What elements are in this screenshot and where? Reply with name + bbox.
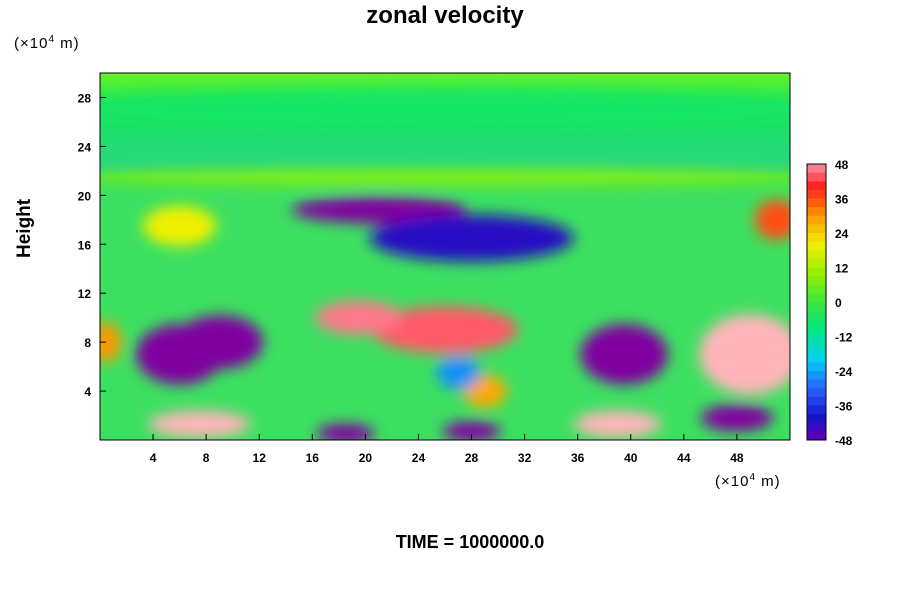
heatmap-feature (580, 324, 668, 385)
colorbar-segment (807, 414, 826, 424)
colorbar-segment (807, 250, 826, 260)
colorbar-tick-label: 12 (835, 262, 849, 276)
x-tick-label: 36 (571, 451, 585, 465)
colorbar-tick-label: 36 (835, 193, 849, 207)
colorbar-segment (807, 371, 826, 381)
x-tick-label: 12 (253, 451, 267, 465)
colorbar-segment (807, 327, 826, 337)
y-tick-label: 20 (78, 189, 92, 203)
colorbar-segment (807, 198, 826, 208)
y-tick-label: 8 (84, 336, 91, 350)
y-unit-label: (×104 m) (14, 34, 80, 52)
x-tick-label: 32 (518, 451, 532, 465)
colorbar-segment (807, 396, 826, 406)
x-tick-label: 4 (150, 451, 157, 465)
heatmap-feature (143, 205, 217, 247)
x-tick-label: 24 (412, 451, 426, 465)
x-tick-label: 44 (677, 451, 691, 465)
colorbar-segment (807, 362, 826, 372)
x-tick-label: 48 (730, 451, 744, 465)
plot-frame (99, 72, 791, 441)
colorbar-segment (807, 422, 826, 432)
colorbar-segment (807, 207, 826, 217)
plot-area (100, 73, 790, 440)
time-label: TIME = 1000000.0 (395, 532, 545, 552)
colorbar-segment (807, 224, 826, 234)
x-tick-label: 8 (203, 451, 210, 465)
x-tick-label: 16 (306, 451, 320, 465)
colorbar-tick-label: -24 (835, 365, 853, 379)
heatmap-feature (291, 196, 467, 224)
colorbar-tick-label: 24 (835, 227, 849, 241)
heatmap-feature (316, 423, 375, 440)
colorbar-segment (807, 405, 826, 415)
heatmap-feature (314, 300, 403, 335)
x-tick-label: 40 (624, 451, 638, 465)
colorbar-segment (807, 276, 826, 286)
colorbar-tick-label: 0 (835, 296, 842, 310)
x-tick-label: 20 (359, 451, 373, 465)
colorbar-segment (807, 164, 826, 174)
heatmap-feature (175, 315, 264, 370)
colorbar-segment (807, 189, 826, 199)
colorbar-tick-label: -48 (835, 434, 853, 448)
colorbar-tick-label: 48 (835, 158, 849, 172)
y-tick-label: 24 (78, 140, 92, 154)
chart-title: zonal velocity (366, 2, 524, 29)
colorbar-tick-label: -36 (835, 400, 853, 414)
colorbar-segment (807, 215, 826, 225)
colorbar-segment (807, 336, 826, 346)
colorbar-segment (807, 233, 826, 243)
y-tick-label: 16 (78, 238, 92, 252)
colorbar-segment (807, 319, 826, 329)
x-unit-label: (×104 m) (715, 472, 781, 490)
heatmap-feature (148, 410, 251, 438)
colorbar-segment (807, 293, 826, 303)
colorbar-segment (807, 181, 826, 191)
heatmap-feature (573, 410, 662, 438)
colorbar-segment (807, 241, 826, 251)
heatmap-feature (100, 89, 790, 130)
y-tick-label: 12 (78, 287, 92, 301)
colorbar-segment (807, 267, 826, 277)
colorbar-segment (807, 172, 826, 182)
heatmap-feature (436, 355, 481, 390)
heatmap-feature (754, 199, 790, 240)
colorbar-segment (807, 388, 826, 398)
heatmap-feature (700, 404, 774, 432)
y-tick-label: 28 (78, 91, 92, 105)
colorbar-segment (807, 302, 826, 312)
colorbar-segment (807, 431, 826, 441)
colorbar-frame (806, 163, 827, 441)
heatmap-feature (369, 214, 574, 262)
x-tick-label: 28 (465, 451, 479, 465)
colorbar-segment (807, 310, 826, 320)
heatmap-feature (100, 168, 790, 186)
heatmap-feature (699, 314, 790, 395)
heatmap-feature (100, 321, 122, 363)
colorbar-segment (807, 284, 826, 294)
colorbar-segment (807, 353, 826, 363)
heatmap-feature (372, 306, 518, 354)
y-tick-label: 4 (84, 385, 91, 399)
colorbar-segment (807, 379, 826, 389)
colorbar-segment (807, 258, 826, 268)
heatmap-feature (442, 421, 501, 440)
colorbar-segment (807, 345, 826, 355)
colorbar-tick-label: -12 (835, 331, 853, 345)
